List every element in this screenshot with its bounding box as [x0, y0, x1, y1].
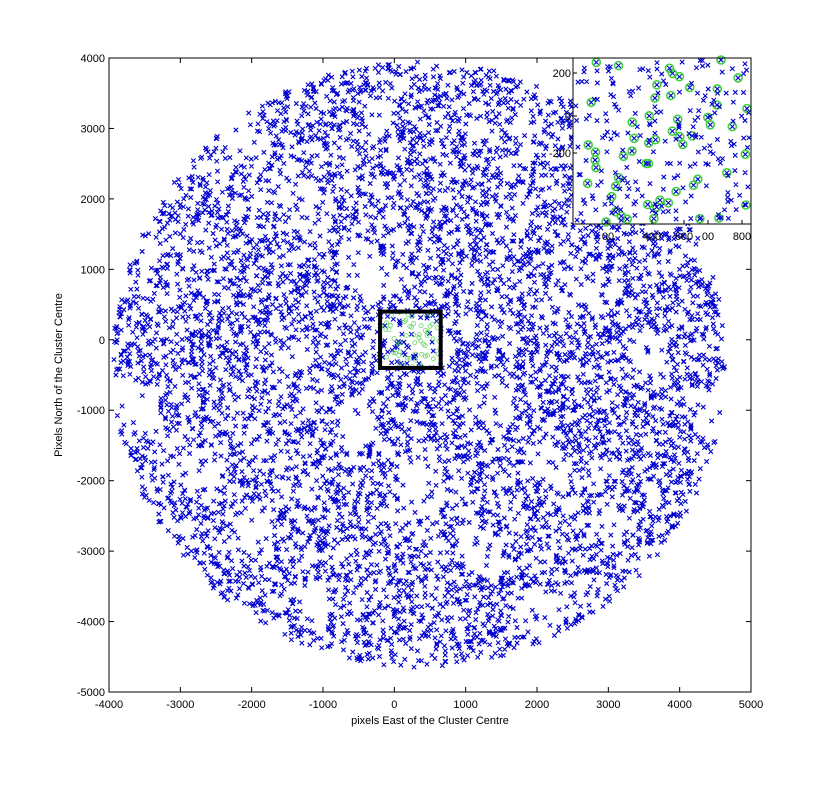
y-tick-label: -2000 — [77, 476, 105, 488]
inset-x-tick-label: 00 — [702, 231, 714, 243]
y-tick-label: 3000 — [81, 123, 105, 135]
x-tick-label: 0 — [391, 699, 397, 711]
x-tick-label: 2000 — [525, 699, 549, 711]
inset-x-tick-label: 00 — [602, 231, 614, 243]
inset-point-markers — [573, 57, 752, 225]
x-tick-label: 5000 — [739, 699, 763, 711]
y-tick-label: 1000 — [81, 264, 105, 276]
y-axis-label: Pixels North of the Cluster Centre — [53, 293, 65, 457]
x-axis-ticks: -4000 -3000 -2000 -1000 0 1000 2000 3000 4000 500… — [95, 58, 763, 711]
x-tick-label: -1000 — [309, 699, 337, 711]
inset-y-ticks: 200 0 -200 — [549, 68, 577, 160]
y-tick-label: -4000 — [77, 617, 105, 629]
scatter-point-markers — [111, 59, 727, 670]
inset-frame — [572, 57, 752, 225]
inset-x-tick-label: 600 — [675, 231, 693, 243]
x-tick-label: -2000 — [238, 699, 266, 711]
x-tick-label: 4000 — [667, 699, 691, 711]
inset-x-ticks: 00 400 600 00 800 — [602, 220, 751, 243]
y-tick-label: 4000 — [81, 53, 105, 65]
y-tick-label: -5000 — [77, 687, 105, 699]
inset-points — [573, 55, 752, 227]
y-axis-ticks: -5000-4000-3000-2000-1000010002000300040… — [77, 53, 751, 699]
y-tick-label: 2000 — [81, 194, 105, 206]
inset-y-tick-label: -200 — [549, 148, 571, 160]
x-tick-label: 3000 — [596, 699, 620, 711]
x-tick-label: -3000 — [166, 699, 194, 711]
x-axis-label: pixels East of the Cluster Centre — [351, 715, 509, 727]
scatter-points — [111, 59, 727, 670]
inset-y-tick-label: 200 — [553, 68, 571, 80]
y-tick-label: -3000 — [77, 546, 105, 558]
inset-y-tick-label: 0 — [565, 111, 571, 123]
inset-x-tick-label: 400 — [643, 231, 661, 243]
y-tick-label: -1000 — [77, 405, 105, 417]
axes-frame — [108, 57, 752, 693]
x-tick-label: 1000 — [453, 699, 477, 711]
inset-x-tick-label: 800 — [733, 231, 751, 243]
inset-zoom-panel: 00 400 600 00 800 200 0 -200 — [549, 55, 752, 243]
y-tick-label: 0 — [99, 335, 105, 347]
inset-highlight-circles — [582, 55, 752, 227]
highlight-box — [378, 309, 443, 370]
x-tick-label: -4000 — [95, 699, 123, 711]
